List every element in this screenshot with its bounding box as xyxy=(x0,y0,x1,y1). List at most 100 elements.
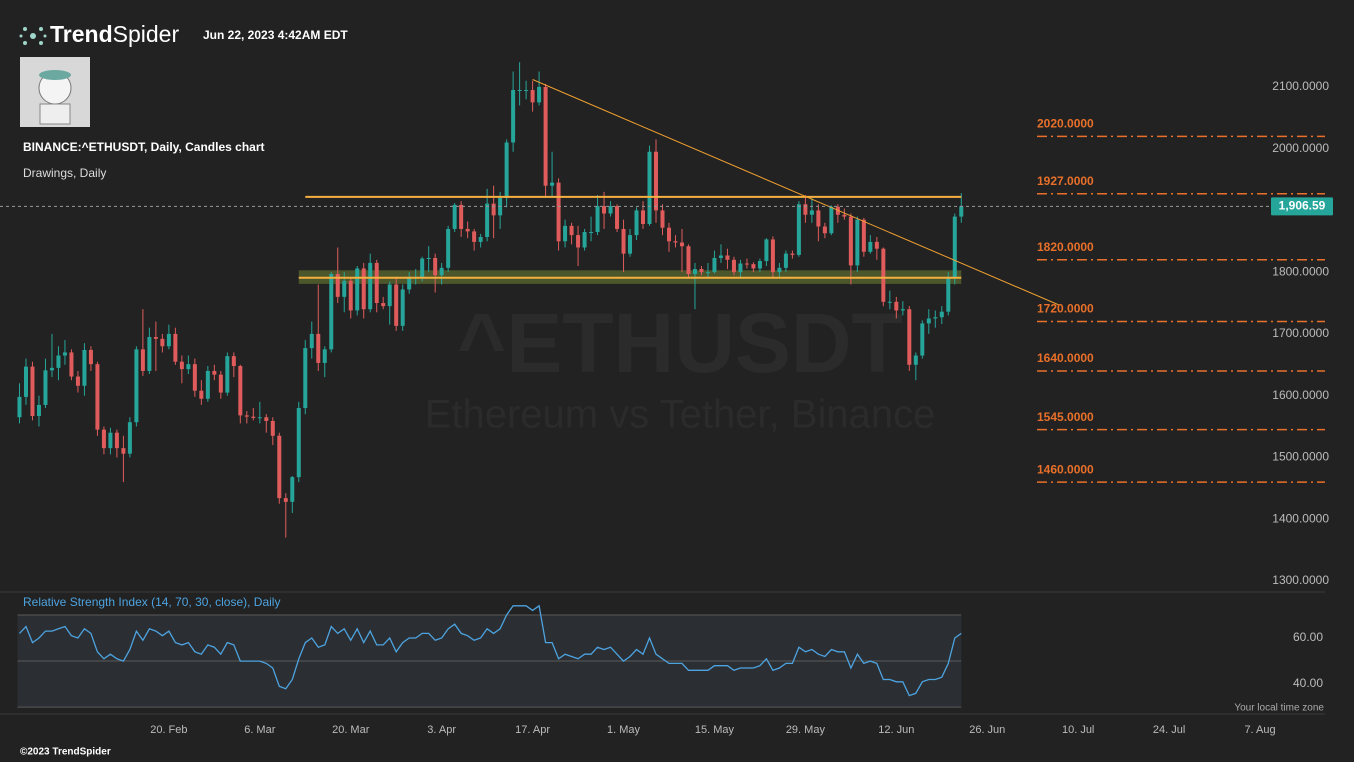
candle-body xyxy=(166,333,171,347)
candle-body xyxy=(569,225,574,236)
candle-body xyxy=(829,206,834,234)
y-tick-label: 1700.0000 xyxy=(1272,326,1329,340)
y-tick-label: 2100.0000 xyxy=(1272,79,1329,93)
candle-body xyxy=(718,255,723,258)
candle-body xyxy=(615,206,620,229)
candle-body xyxy=(218,374,223,393)
candle-body xyxy=(666,227,671,242)
avatar xyxy=(20,57,90,127)
candle-body xyxy=(809,210,814,215)
candle-body xyxy=(894,301,899,311)
candle-body xyxy=(335,274,340,297)
candle-body xyxy=(439,267,444,276)
candle-body xyxy=(803,204,808,215)
candle-body xyxy=(140,349,145,371)
candle-body xyxy=(822,226,827,234)
candle-body xyxy=(744,263,749,265)
candle-body xyxy=(374,262,379,304)
candle-body xyxy=(296,408,301,478)
candle-body xyxy=(712,257,717,273)
candle-body xyxy=(134,349,139,423)
candle-body xyxy=(641,210,646,224)
y-tick-label: 1500.0000 xyxy=(1272,450,1329,464)
candle-body xyxy=(848,216,853,266)
logo-icon xyxy=(19,27,47,45)
candle-body xyxy=(679,242,684,247)
candle-body xyxy=(900,309,905,311)
brand: TrendSpider xyxy=(50,21,179,47)
candle-body xyxy=(244,415,249,417)
candle-body xyxy=(816,210,821,227)
candle-body xyxy=(907,309,912,365)
candle-body xyxy=(764,239,769,262)
candle-body xyxy=(777,267,782,273)
candle-body xyxy=(348,280,353,311)
last-price-box xyxy=(1271,197,1333,216)
x-tick-label: 26. Jun xyxy=(969,724,1005,736)
candle-body xyxy=(465,228,470,232)
candle-body xyxy=(270,420,275,436)
brand-bold: Trend xyxy=(50,21,113,47)
candle-body xyxy=(686,246,691,275)
candle-body xyxy=(394,284,399,326)
candle-body xyxy=(121,448,126,454)
x-tick-label: 1. May xyxy=(607,724,641,736)
candle-body xyxy=(673,241,678,243)
candle-body xyxy=(192,364,197,391)
level-label: 1640.0000 xyxy=(1037,351,1094,365)
x-tick-label: 29. May xyxy=(786,724,826,736)
candle-body xyxy=(731,259,736,273)
candle-body xyxy=(874,241,879,249)
candle-body xyxy=(322,349,327,363)
x-tick-label: 12. Jun xyxy=(878,724,914,736)
level-label: 1820.0000 xyxy=(1037,240,1094,254)
candle-body xyxy=(355,268,360,311)
candle-body xyxy=(400,289,405,326)
candle-body xyxy=(114,432,119,449)
candle-body xyxy=(446,228,451,268)
candle-body xyxy=(563,225,568,242)
candle-body xyxy=(550,182,555,186)
x-tick-label: 15. May xyxy=(695,724,735,736)
candle-body xyxy=(692,269,697,275)
candle-body xyxy=(868,241,873,252)
y-tick-label: 1600.0000 xyxy=(1272,388,1329,402)
candle-body xyxy=(699,269,704,273)
candle-body xyxy=(628,235,633,254)
level-label: 1545.0000 xyxy=(1037,410,1094,424)
candle-body xyxy=(23,366,28,397)
candle-body xyxy=(95,364,100,430)
candle-body xyxy=(127,422,132,454)
candle-body xyxy=(387,284,392,307)
last-price-label: 1,906.59 xyxy=(1279,199,1326,213)
candle-body xyxy=(316,333,321,363)
candle-body xyxy=(790,253,795,255)
y-tick-label: 2000.0000 xyxy=(1272,141,1329,155)
candle-body xyxy=(621,228,626,254)
x-tick-label: 17. Apr xyxy=(515,724,550,736)
candle-body xyxy=(913,355,918,365)
candle-body xyxy=(179,361,184,370)
chart-title: BINANCE:^ETHUSDT, Daily, Candles chart xyxy=(23,140,265,154)
chart-subtitle: Drawings, Daily xyxy=(23,166,106,180)
candle-body xyxy=(472,231,477,242)
candle-body xyxy=(342,280,347,297)
candle-body xyxy=(231,356,236,367)
indicator-title: Relative Strength Index (14, 70, 30, clo… xyxy=(23,595,280,609)
indicator-tick-label: 60.00 xyxy=(1293,630,1323,644)
candle-body xyxy=(290,477,295,502)
copyright: ©2023 TrendSpider xyxy=(20,747,111,758)
candle-body xyxy=(309,333,314,349)
level-label: 1460.0000 xyxy=(1037,462,1094,476)
candle-body xyxy=(212,370,217,375)
indicator-tick-label: 40.00 xyxy=(1293,676,1323,690)
x-tick-label: 3. Apr xyxy=(427,724,456,736)
candle-body xyxy=(368,262,373,310)
candle-body xyxy=(959,206,964,217)
level-label: 2020.0000 xyxy=(1037,116,1094,130)
candle-body xyxy=(283,498,288,502)
candle-body xyxy=(186,364,191,370)
candle-body xyxy=(426,257,431,259)
candle-body xyxy=(556,182,561,242)
candle-body xyxy=(205,370,210,399)
